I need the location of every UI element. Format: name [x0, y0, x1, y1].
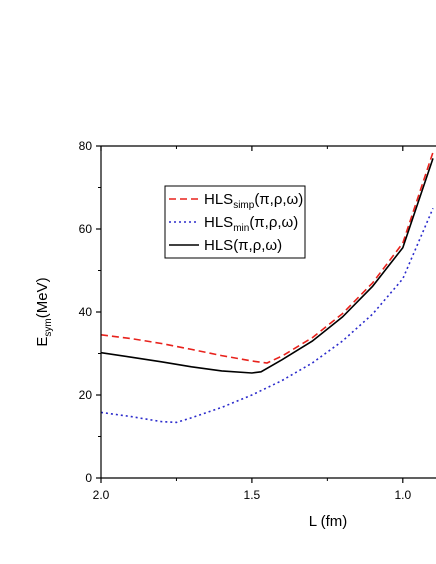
x-tick-label: 2.0 [93, 488, 110, 502]
x-tick-label: 1.0 [394, 488, 411, 502]
y-tick-label: 20 [79, 388, 93, 402]
y-axis-title-main: E [34, 337, 51, 347]
y-tick-label: 40 [79, 305, 93, 319]
legend: HLSsimp(π,ρ,ω)HLSmin(π,ρ,ω)HLS(π,ρ,ω) [164, 185, 306, 259]
legend-args: (π,ρ,ω) [254, 191, 303, 208]
series-line-1 [101, 207, 434, 424]
y-axis-title-sub: sym [43, 318, 54, 336]
axis-labels: L (fm) Esym(MeV) [34, 277, 347, 530]
y-tick-label: 0 [85, 471, 92, 485]
x-axis-title: L (fm) [309, 513, 348, 530]
legend-main: HLS [204, 191, 233, 208]
series-line-2 [101, 158, 434, 374]
legend-main: HLS [204, 214, 233, 231]
legend-box [164, 185, 306, 259]
y-tick-label: 80 [79, 139, 93, 153]
legend-sub: simp [233, 200, 255, 211]
legend-entry-2: HLS(π,ρ,ω) [204, 237, 282, 254]
plot-area [101, 151, 434, 424]
legend-main: HLS [204, 237, 233, 254]
legend-sub: min [233, 223, 249, 234]
x-tick-label: 1.5 [244, 488, 261, 502]
legend-entry-1: HLSmin(π,ρ,ω) [204, 214, 298, 234]
legend-args: (π,ρ,ω) [249, 214, 298, 231]
axes: 0 20 40 60 80 2.0 1.5 1.0 [79, 139, 436, 502]
legend-args: (π,ρ,ω) [233, 237, 282, 254]
series-line-0 [101, 151, 434, 364]
y-tick-label: 60 [79, 222, 93, 236]
y-axis-title-unit: (MeV) [34, 277, 51, 318]
legend-entry-0: HLSsimp(π,ρ,ω) [204, 191, 303, 211]
y-axis-title: Esym(MeV) [34, 277, 54, 346]
